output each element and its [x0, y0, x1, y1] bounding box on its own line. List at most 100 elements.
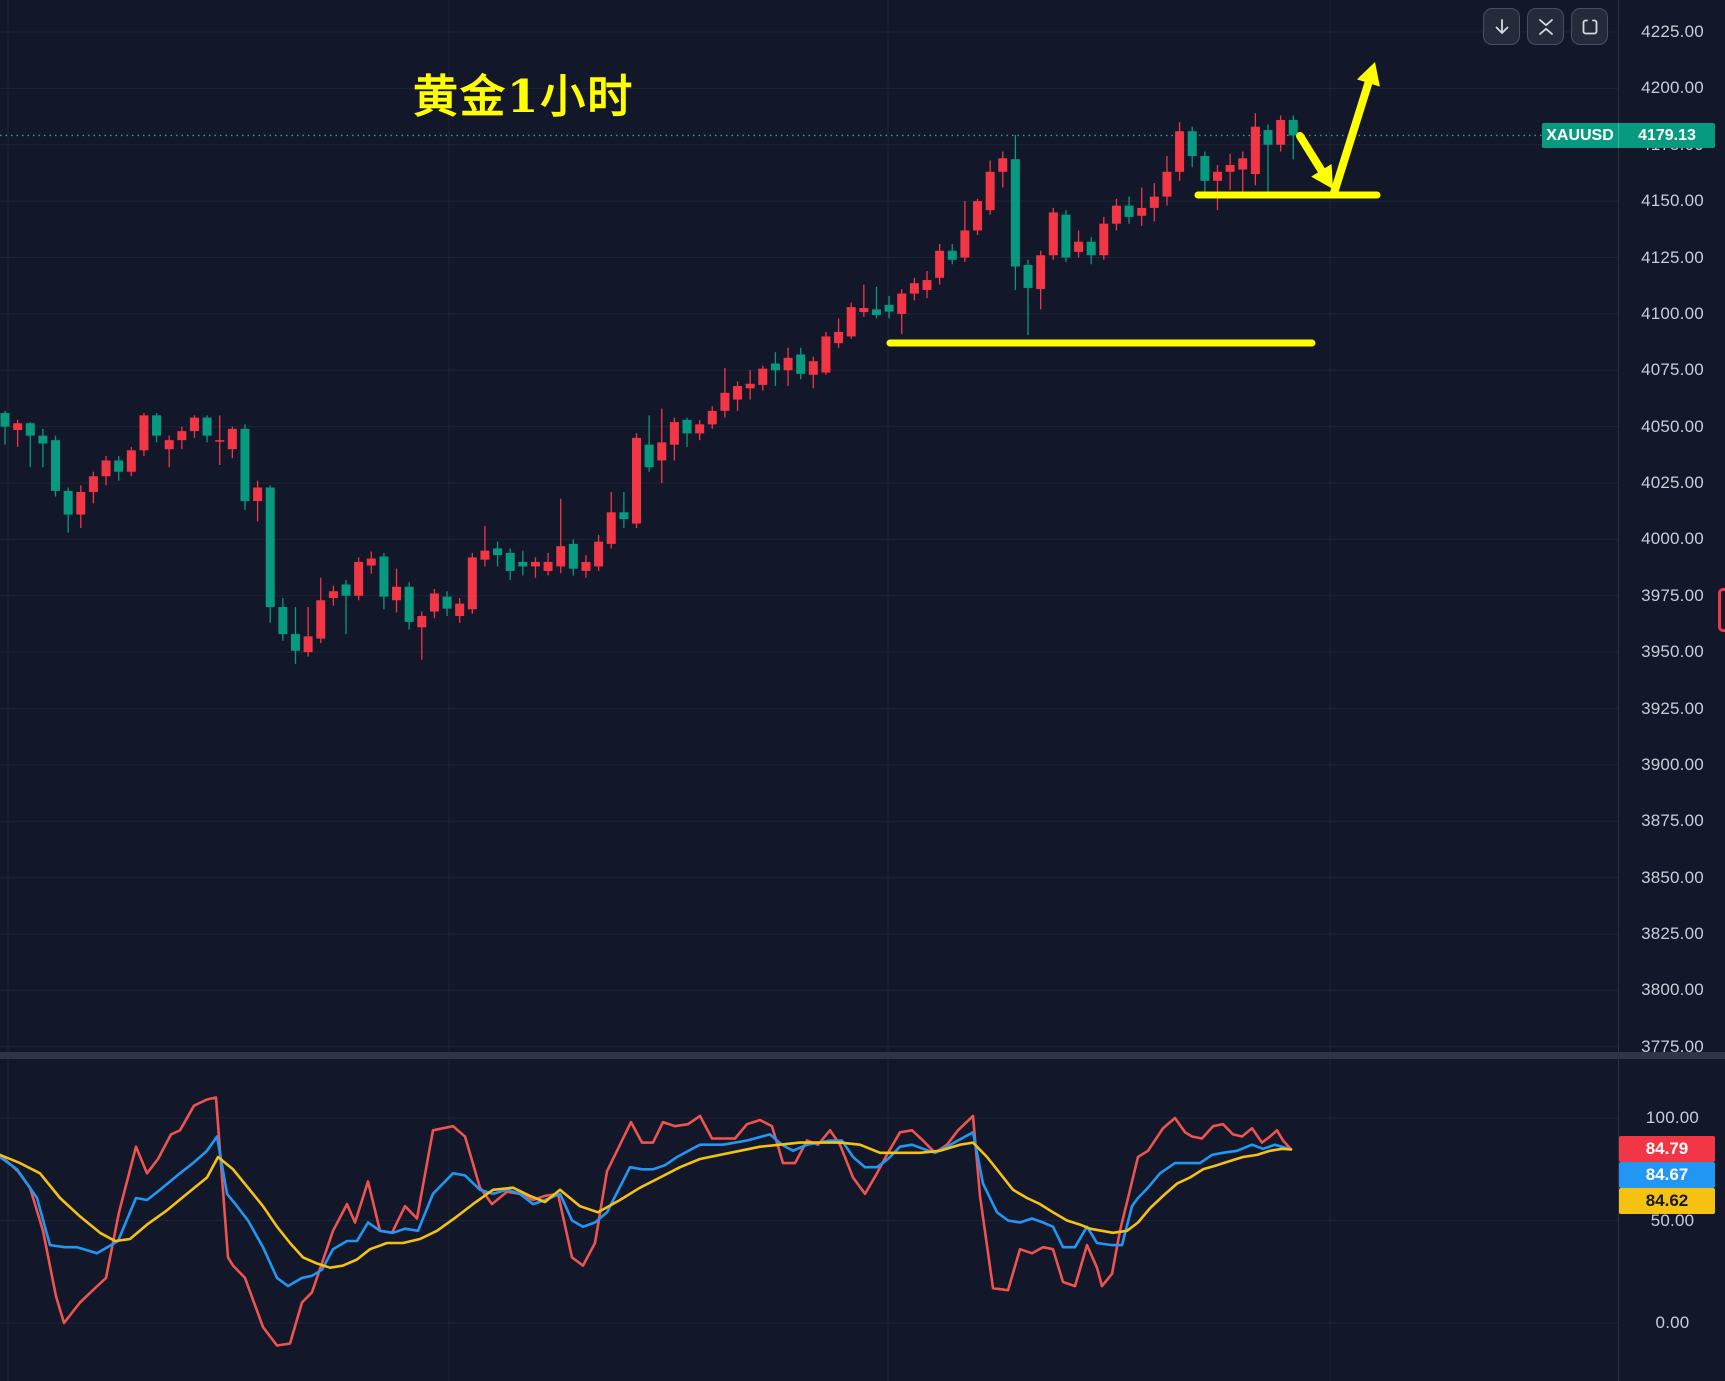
candle-body: [467, 557, 477, 610]
candle-body: [1137, 207, 1147, 216]
candle-body: [518, 561, 528, 567]
candle-body: [1036, 255, 1046, 290]
kdj-line-j[interactable]: [0, 1096, 1293, 1347]
candle-body: [909, 283, 919, 294]
price-axis-label: 3800.00: [1641, 980, 1704, 1000]
arrow-up-annotation-head[interactable]: [1356, 62, 1380, 87]
collapse-chevrons-icon: [1538, 18, 1553, 35]
candle-body: [897, 293, 907, 314]
candle-body: [1099, 223, 1109, 256]
price-axis-label: 3875.00: [1641, 811, 1704, 831]
candle-body: [783, 357, 793, 371]
fullscreen-button[interactable]: [1571, 8, 1608, 45]
candle-body: [240, 428, 250, 502]
indicator-axis-label: 100.00: [1645, 1108, 1700, 1127]
arrow-down-annotation-head[interactable]: [1311, 163, 1333, 189]
candle-body: [973, 201, 983, 231]
restore-pane-button[interactable]: [1527, 8, 1564, 45]
candle-body: [935, 250, 945, 278]
candle-body: [76, 492, 86, 515]
last-price-value: 4179.13: [1618, 123, 1715, 148]
candle-body: [341, 584, 351, 596]
candle-body: [720, 392, 730, 411]
candle-body: [455, 603, 465, 617]
candle-body: [1238, 158, 1248, 170]
price-axis-label: 4000.00: [1641, 529, 1704, 549]
candle-body: [25, 423, 35, 436]
right-edge-marker: [1718, 588, 1725, 632]
candle-body: [379, 556, 389, 597]
price-axis-label: 3850.00: [1641, 867, 1704, 887]
candle-body: [834, 331, 844, 344]
candle-body: [480, 550, 490, 560]
price-axis-label: 3925.00: [1641, 698, 1704, 718]
candle-body: [758, 368, 768, 385]
price-axis-label: 4225.00: [1641, 22, 1704, 41]
candle-body: [947, 250, 957, 260]
price-axis-label: 4025.00: [1641, 473, 1704, 492]
candle-body: [733, 386, 743, 400]
symbol-label: XAUUSD: [1546, 126, 1614, 144]
candle-body: [606, 512, 616, 544]
candle-body: [152, 415, 162, 436]
candle-body: [189, 417, 199, 432]
kdj-value-tag: 84.67: [1619, 1162, 1715, 1188]
candle-body: [1200, 156, 1210, 181]
price-axis-label: 3775.00: [1641, 1036, 1704, 1056]
candle-body: [568, 543, 578, 569]
candle-body: [1212, 171, 1222, 181]
candle-body: [1061, 214, 1071, 258]
candle-body: [1225, 165, 1235, 172]
candle-body: [871, 309, 881, 316]
candle-body: [417, 616, 427, 628]
price-axis-label: 3975.00: [1641, 585, 1704, 605]
candle-body: [88, 476, 98, 493]
candle-body: [177, 431, 187, 441]
candle-body: [429, 593, 439, 612]
kdj-line-d[interactable]: [0, 1141, 1293, 1269]
price-axis-label: 4125.00: [1641, 247, 1704, 267]
candle-body: [796, 354, 806, 374]
price-axis-label: 4100.00: [1641, 303, 1704, 323]
candle-body: [619, 512, 629, 520]
candle-body: [126, 450, 136, 472]
candle-body: [682, 419, 692, 434]
candle-body: [669, 422, 679, 445]
indicator-axis-label: 50.00: [1650, 1210, 1695, 1230]
candle-body: [632, 437, 641, 524]
candle-body: [745, 383, 755, 389]
candle-body: [1111, 205, 1121, 224]
arrow-up-annotation-shaft[interactable]: [1330, 71, 1375, 197]
candle-body: [505, 552, 515, 571]
arrow-down-icon: [1495, 18, 1508, 34]
last-price-tag: XAUUSD 4179.13: [1542, 123, 1715, 148]
candle-body: [1149, 196, 1159, 208]
candle-body: [1263, 130, 1273, 145]
arrow-down-annotation-shaft[interactable]: [1296, 132, 1330, 182]
price-axis-label: 4075.00: [1641, 360, 1704, 380]
candle-body: [1010, 159, 1020, 267]
candle-body: [884, 304, 894, 312]
pane-separator[interactable]: [0, 1052, 1725, 1059]
candle-body: [657, 442, 667, 461]
chart-canvas[interactable]: [0, 0, 1618, 1381]
candle-body: [1162, 171, 1172, 197]
candle-body: [695, 424, 705, 434]
candle-body: [581, 561, 591, 571]
candle-body: [1276, 119, 1286, 145]
price-axis-label: 3950.00: [1641, 642, 1704, 662]
candle-body: [1187, 131, 1197, 157]
candle-body: [1086, 241, 1096, 256]
candle-body: [594, 541, 604, 567]
candle-body: [442, 596, 452, 609]
candle-body: [101, 460, 111, 477]
chart-pane[interactable]: [0, 0, 1618, 1381]
candle-body: [998, 158, 1008, 172]
chart-title-annotation: 黄金1小时: [413, 70, 635, 123]
candle-body: [63, 490, 73, 515]
candle-body: [114, 460, 124, 472]
candle-body: [1175, 131, 1185, 172]
kdj-line-k[interactable]: [0, 1131, 1293, 1288]
scroll-to-recent-button[interactable]: [1483, 8, 1520, 45]
candle-body: [366, 558, 376, 566]
